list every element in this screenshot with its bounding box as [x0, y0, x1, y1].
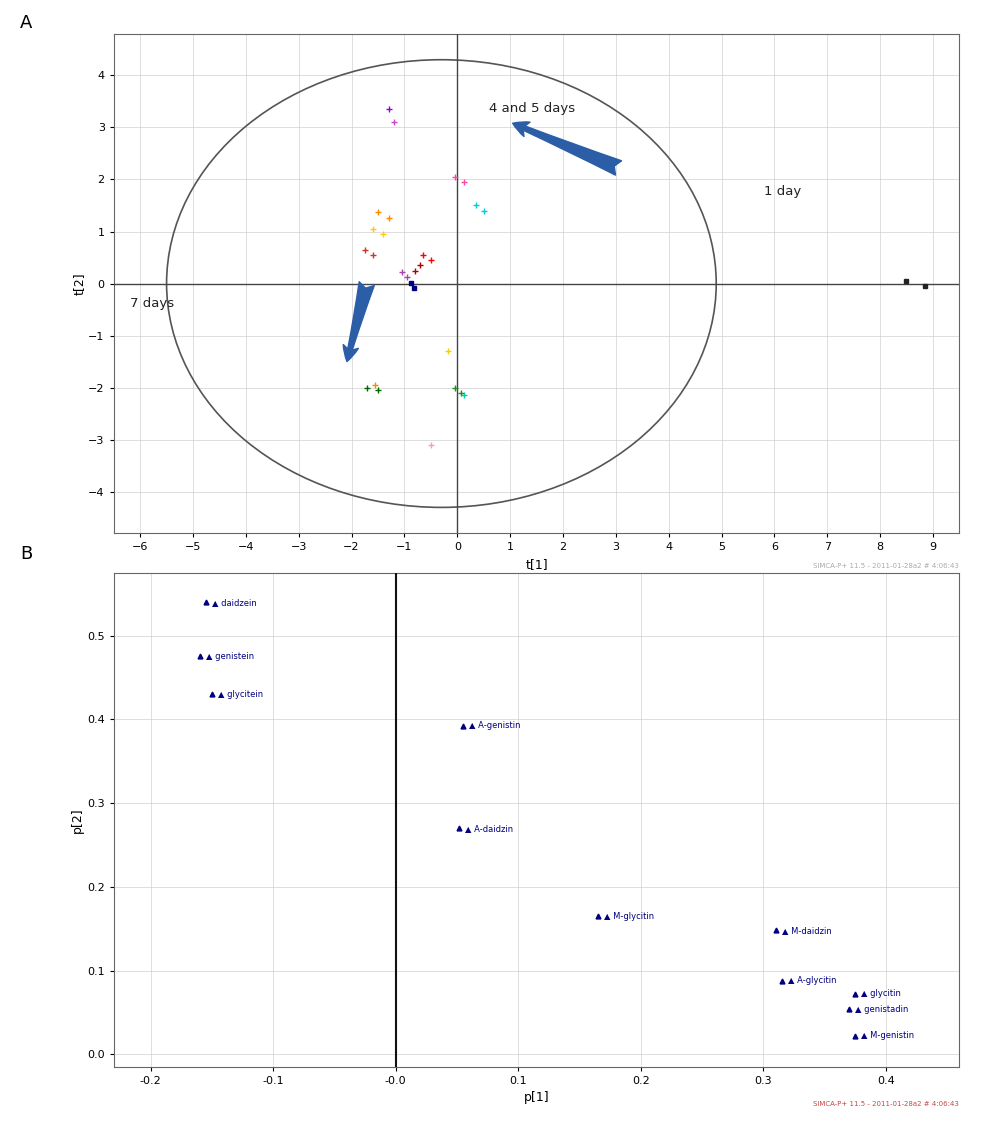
X-axis label: t[1]: t[1] [525, 558, 548, 570]
Text: ▲ A-genistin: ▲ A-genistin [469, 721, 520, 730]
Text: ▲ glycitin: ▲ glycitin [861, 989, 901, 998]
Text: ▲ A-glycitin: ▲ A-glycitin [788, 976, 837, 985]
X-axis label: p[1]: p[1] [524, 1092, 549, 1104]
Text: 4 and 5 days: 4 and 5 days [489, 102, 575, 115]
Text: 7 days: 7 days [130, 296, 174, 310]
Text: 1 day: 1 day [764, 185, 801, 198]
Text: ▲ daidzein: ▲ daidzein [212, 597, 256, 606]
Text: A: A [20, 15, 33, 33]
Text: SIMCA-P+ 11.5 - 2011-01-28a2 # 4:06:43: SIMCA-P+ 11.5 - 2011-01-28a2 # 4:06:43 [814, 564, 959, 569]
Text: ▲ A-daidzin: ▲ A-daidzin [466, 823, 513, 832]
Y-axis label: p[2]: p[2] [71, 807, 84, 832]
Text: ▲ M-daidzin: ▲ M-daidzin [781, 925, 832, 934]
Text: B: B [20, 546, 32, 564]
Text: ▲ genistein: ▲ genistein [206, 652, 254, 661]
Text: ▲ glycitein: ▲ glycitein [218, 690, 263, 699]
Text: ▲ genistadin: ▲ genistadin [855, 1005, 909, 1014]
Y-axis label: t[2]: t[2] [72, 272, 85, 295]
Text: SIMCA-P+ 11.5 - 2011-01-28a2 # 4:06:43: SIMCA-P+ 11.5 - 2011-01-28a2 # 4:06:43 [814, 1102, 959, 1107]
Text: ▲ M-genistin: ▲ M-genistin [861, 1031, 915, 1040]
Text: ▲ M-glycitin: ▲ M-glycitin [604, 912, 654, 921]
